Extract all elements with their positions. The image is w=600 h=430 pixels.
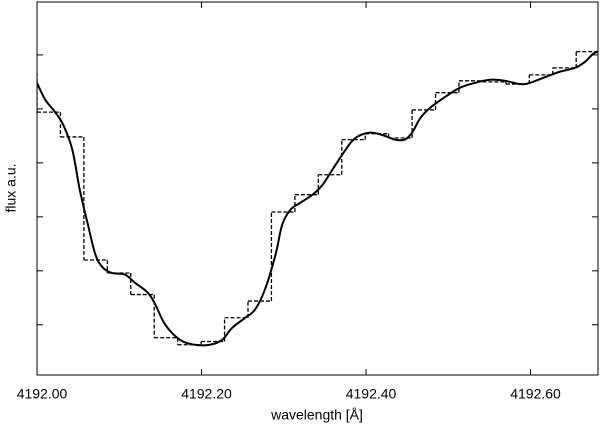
x-tick-label: 4192.20 xyxy=(181,386,232,402)
plot-area xyxy=(37,50,598,347)
x-tick-label: 4192.60 xyxy=(510,386,561,402)
x-axis-label: wavelength [Å] xyxy=(270,407,363,423)
flux-line xyxy=(37,50,598,347)
x-tick-label: 4192.00 xyxy=(17,386,68,402)
plot-frame xyxy=(36,1,599,376)
y-axis-label: flux a.u. xyxy=(3,163,19,212)
x-tick-label: 4192.40 xyxy=(346,386,397,402)
